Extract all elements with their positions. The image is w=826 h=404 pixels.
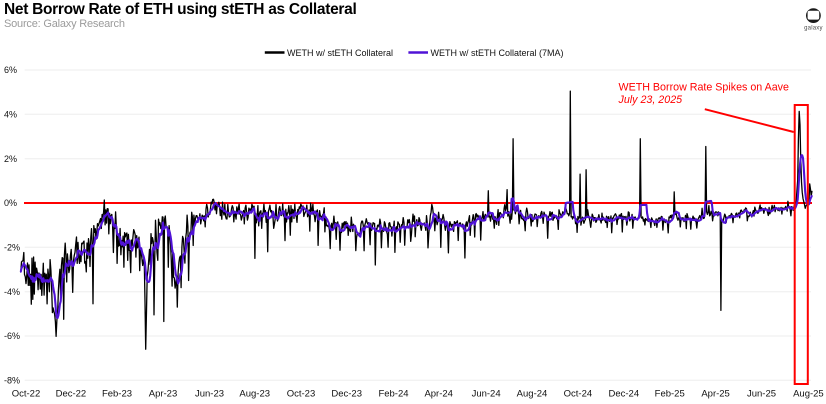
svg-text:Aug-25: Aug-25 [793, 389, 824, 400]
svg-text:Feb-25: Feb-25 [655, 389, 685, 400]
svg-text:WETH w/ stETH Collateral (7MA): WETH w/ stETH Collateral (7MA) [431, 48, 564, 58]
svg-text:Apr-25: Apr-25 [701, 389, 730, 400]
svg-text:WETH Borrow Rate Spikes on Aav: WETH Borrow Rate Spikes on Aave [619, 82, 790, 94]
svg-text:Dec-22: Dec-22 [56, 389, 87, 400]
svg-text:Oct-23: Oct-23 [287, 389, 316, 400]
svg-text:Oct-22: Oct-22 [12, 389, 41, 400]
svg-text:Dec-23: Dec-23 [331, 389, 362, 400]
svg-text:-2%: -2% [4, 243, 20, 253]
svg-text:4%: 4% [4, 110, 17, 120]
svg-text:July 23, 2025: July 23, 2025 [618, 94, 683, 106]
svg-text:galaxy: galaxy [804, 26, 823, 32]
svg-text:Net Borrow Rate of ETH using s: Net Borrow Rate of ETH using stETH as Co… [4, 1, 357, 18]
svg-text:WETH w/ stETH Collateral: WETH w/ stETH Collateral [287, 48, 393, 58]
svg-text:-8%: -8% [4, 376, 20, 386]
svg-text:Source: Galaxy Research: Source: Galaxy Research [4, 18, 125, 30]
svg-text:-4%: -4% [4, 287, 20, 297]
svg-text:Apr-23: Apr-23 [149, 389, 178, 400]
svg-text:Jun-25: Jun-25 [747, 389, 776, 400]
svg-text:Aug-23: Aug-23 [239, 389, 270, 400]
svg-text:0%: 0% [4, 198, 17, 208]
svg-text:Jun-24: Jun-24 [472, 389, 501, 400]
svg-text:6%: 6% [4, 65, 17, 75]
svg-text:Dec-24: Dec-24 [608, 389, 639, 400]
svg-text:Aug-24: Aug-24 [517, 389, 548, 400]
svg-text:-6%: -6% [4, 331, 20, 341]
svg-text:Oct-24: Oct-24 [564, 389, 593, 400]
svg-text:Feb-24: Feb-24 [378, 389, 408, 400]
svg-text:2%: 2% [4, 154, 17, 164]
svg-text:Jun-23: Jun-23 [195, 389, 224, 400]
svg-text:Feb-23: Feb-23 [102, 389, 132, 400]
svg-text:Apr-24: Apr-24 [424, 389, 453, 400]
